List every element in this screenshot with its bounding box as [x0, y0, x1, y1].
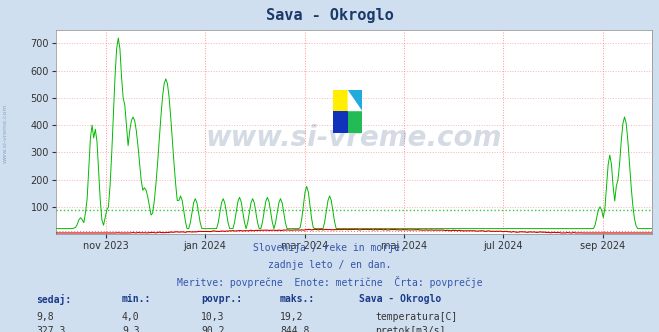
Text: 19,2: 19,2: [280, 312, 304, 322]
Text: Meritve: povprečne  Enote: metrične  Črta: povprečje: Meritve: povprečne Enote: metrične Črta:…: [177, 276, 482, 288]
Text: sedaj:: sedaj:: [36, 294, 71, 305]
Text: Slovenija / reke in morje.: Slovenija / reke in morje.: [253, 243, 406, 253]
Text: Sava - Okroglo: Sava - Okroglo: [266, 8, 393, 23]
Text: 90,2: 90,2: [201, 326, 225, 332]
Text: Sava - Okroglo: Sava - Okroglo: [359, 294, 442, 304]
Text: www.si-vreme.com: www.si-vreme.com: [206, 124, 502, 152]
Text: pretok[m3/s]: pretok[m3/s]: [375, 326, 445, 332]
Text: povpr.:: povpr.:: [201, 294, 242, 304]
Text: zadnje leto / en dan.: zadnje leto / en dan.: [268, 260, 391, 270]
Text: 327,3: 327,3: [36, 326, 66, 332]
Bar: [348, 90, 362, 111]
Bar: [348, 111, 362, 133]
Text: 9,3: 9,3: [122, 326, 140, 332]
Text: 10,3: 10,3: [201, 312, 225, 322]
Text: min.:: min.:: [122, 294, 152, 304]
Text: 4,0: 4,0: [122, 312, 140, 322]
Polygon shape: [348, 90, 362, 111]
Text: 844,8: 844,8: [280, 326, 310, 332]
Text: www.si-vreme.com: www.si-vreme.com: [3, 103, 8, 163]
Bar: [333, 90, 348, 111]
Text: maks.:: maks.:: [280, 294, 315, 304]
Text: 9,8: 9,8: [36, 312, 54, 322]
Text: temperatura[C]: temperatura[C]: [375, 312, 457, 322]
Bar: [333, 111, 348, 133]
